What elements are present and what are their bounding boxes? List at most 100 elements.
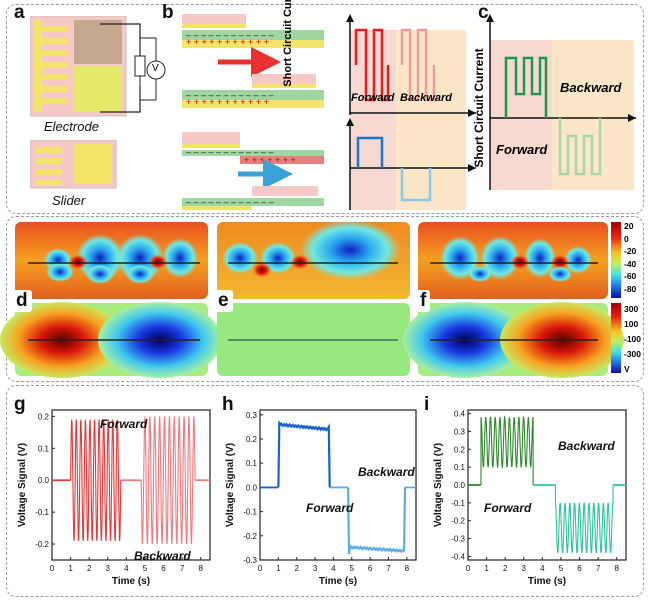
x-tick-label: 5 <box>559 564 564 573</box>
electrode-caption: Electrode <box>44 119 99 134</box>
colorbar-top <box>611 222 621 298</box>
panel-label-g: g <box>14 394 26 415</box>
field-map-d-bottom <box>0 302 222 378</box>
y-tick-label: -0.1 <box>243 508 257 517</box>
plot-frame <box>51 409 211 561</box>
colorbar-tick: -40 <box>624 258 637 269</box>
y-tick-label: -0.1 <box>35 508 49 517</box>
field-map-e-top <box>217 220 410 299</box>
x-tick-label: 1 <box>276 564 281 573</box>
annotation-backward: Backward <box>558 439 615 453</box>
colorbar-tick: 300 <box>624 304 639 314</box>
panel-c-forward-label: Forward <box>496 142 548 157</box>
x-tick-label: 2 <box>503 564 508 573</box>
panel-label-b: b <box>162 2 174 23</box>
colorbar-tick: -300 <box>624 349 642 359</box>
y-tick-label: 0.2 <box>38 412 50 421</box>
y-tick-label: -0.3 <box>243 556 257 565</box>
panel-label-d: d <box>12 290 32 312</box>
series-line-forward <box>70 419 122 541</box>
y-tick-label: 0.0 <box>246 483 258 492</box>
y-axis-label: Voltage Signal (V) <box>225 443 236 527</box>
colorbar-tick: -60 <box>624 271 637 281</box>
series-line-backward <box>140 416 196 545</box>
panel-label-c: c <box>478 2 489 23</box>
x-tick-label: 5 <box>350 564 355 573</box>
field-map-f-bottom <box>403 302 624 378</box>
x-tick-label: 0 <box>466 564 471 573</box>
y-tick-label: -0.2 <box>451 517 465 526</box>
colorbar-tick: 100 <box>624 319 639 329</box>
y-tick-label: -0.1 <box>451 499 465 508</box>
panel-b-current-plots <box>346 14 476 210</box>
plot-frame <box>259 409 417 561</box>
electrode-diagram <box>30 16 166 117</box>
panel-label-h: h <box>222 394 234 415</box>
svg-text:– – – – – – – – – – – –: – – – – – – – – – – – – <box>186 147 274 157</box>
y-tick-label: 0.4 <box>454 410 466 419</box>
colorbar-tick: -100 <box>624 334 642 344</box>
x-tick-label: 6 <box>368 564 373 573</box>
x-tick-label: 6 <box>577 564 582 573</box>
x-tick-label: 3 <box>106 564 111 573</box>
panel-label-f: f <box>416 290 431 312</box>
svg-text:+ + + + + + + + + + +: + + + + + + + + + + + <box>186 37 269 47</box>
panel-label-i: i <box>424 394 430 415</box>
field-map-f-top <box>418 222 608 299</box>
colorbar-bottom <box>611 303 621 373</box>
y-axis-label: Voltage Signal (V) <box>433 443 444 527</box>
series-line-backward <box>347 487 407 555</box>
x-tick-label: 7 <box>386 564 391 573</box>
series-line-forward <box>277 420 331 488</box>
x-tick-label: 3 <box>313 564 318 573</box>
annotation-forward: Forward <box>484 501 532 515</box>
chart-h: 0 1 2 3 4 5 6 7 8 0.3 0.2 0.1 0.0 -0.1 -0.2 -0.3 Time (s… <box>225 409 417 587</box>
colorbar-unit: V <box>624 364 630 374</box>
svg-text:– – – – – – – – – – – –: – – – – – – – – – – – – <box>186 90 274 100</box>
y-tick-label: 0.3 <box>246 411 258 420</box>
middle-section-frame <box>6 216 644 382</box>
y-tick-label: 0.1 <box>38 444 50 453</box>
x-axis-label: Time (s) <box>112 576 150 587</box>
x-tick-label: 4 <box>540 564 545 573</box>
y-tick-label: 0.1 <box>454 463 466 472</box>
y-axis-label: Voltage Signal (V) <box>17 443 28 527</box>
y-tick-label: 0.2 <box>454 445 466 454</box>
svg-text:+ + + + + + + + + + +: + + + + + + + + + + + <box>186 97 269 107</box>
x-tick-label: 2 <box>294 564 299 573</box>
annotation-forward: Forward <box>306 501 354 515</box>
panel-c-backward-label: Backward <box>560 80 622 95</box>
panel-b-forward-label: Forward <box>351 92 395 104</box>
y-tick-label: 0.3 <box>454 427 466 436</box>
y-tick-label: -0.2 <box>243 532 257 541</box>
series-line-backward <box>554 485 614 554</box>
x-tick-label: 4 <box>124 564 129 573</box>
x-tick-label: 8 <box>405 564 410 573</box>
x-tick-label: 8 <box>614 564 619 573</box>
x-tick-label: 2 <box>87 564 92 573</box>
y-tick-label: -0.4 <box>451 552 465 561</box>
panel-label-a: a <box>14 2 25 23</box>
y-tick-label: 0.2 <box>246 435 258 444</box>
y-tick-label: 0.1 <box>246 459 258 468</box>
svg-text:– – – – – – – – – – – –: – – – – – – – – – – – – <box>186 30 274 40</box>
y-tick-label: 0.0 <box>38 476 50 485</box>
slider-caption: Slider <box>52 193 86 208</box>
chart-i: 0 1 2 3 4 5 6 7 8 0.4 0.3 0.2 0.1 0.0 -0.1 -0.2 -0.3 -0.4… <box>433 409 627 587</box>
panel-c-current-plot <box>486 14 636 190</box>
x-tick-label: 7 <box>180 564 185 573</box>
colorbar-tick: -20 <box>624 246 637 256</box>
meter-symbol: V <box>152 63 159 74</box>
chart-g: 0 1 2 3 4 5 6 7 8 0.2 0.1 0.0 -0.1 -0.2 Time (s) Voltag… <box>17 409 211 587</box>
colorbar-bottom-ticks: 300 100 -100 -300 V <box>624 302 642 374</box>
x-tick-label: 5 <box>143 564 148 573</box>
x-tick-label: 1 <box>484 564 489 573</box>
y-tick-label: -0.3 <box>451 535 465 544</box>
svg-text:– – – – – – – – – – – –: – – – – – – – – – – – – <box>186 197 274 207</box>
x-tick-label: 3 <box>522 564 527 573</box>
y-tick-label: 0.0 <box>454 481 466 490</box>
colorbar-tick: 20 <box>624 221 634 231</box>
slider-diagram <box>30 140 117 189</box>
colorbar-top-ticks: 20 0 -20 -40 -60 -80 <box>624 220 636 295</box>
x-axis-label: Time (s) <box>528 576 566 587</box>
